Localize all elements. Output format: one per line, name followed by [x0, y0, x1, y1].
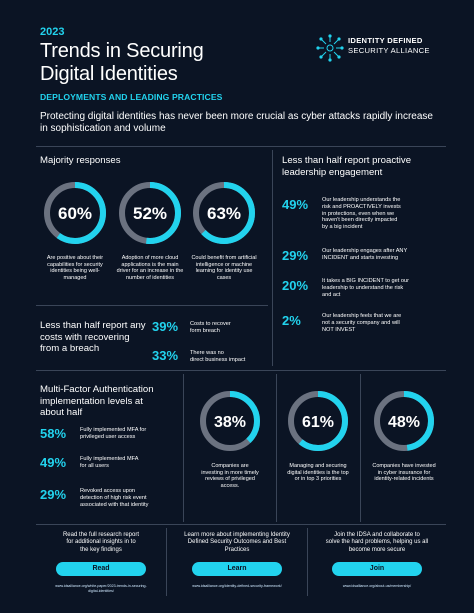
stat-number: 2%	[282, 313, 301, 328]
stat-number: 49%	[40, 455, 67, 470]
stat-text: Our leadership engages after ANY INCIDENT…	[322, 248, 408, 261]
divider	[36, 524, 446, 525]
proactive-heading: Less than half report proactive leadersh…	[282, 155, 412, 178]
report-year: 2023	[40, 26, 65, 38]
stat-text: Costs to recover form breach	[190, 321, 231, 334]
cta-text: Learn more about implementing Identity De…	[184, 532, 290, 553]
cta-url: www.idsalliance.org/about-us/membership/	[342, 584, 412, 588]
logo-line-2: SECURITY ALLIANCE	[348, 46, 430, 55]
recovering-heading: Less than half report any costs with rec…	[40, 320, 146, 354]
ring-percent: 52%	[133, 204, 167, 223]
stat-number: 29%	[40, 487, 67, 502]
ring-fill	[288, 391, 348, 451]
ring-description: Managing and securing digital identities …	[287, 463, 349, 483]
idsa-logo: IDENTITY DEFINED SECURITY ALLIANCE	[316, 34, 446, 66]
cta-text: Join the IDSA and collaborate to solve th…	[325, 532, 429, 553]
page-title: Trends in Securing Digital Identities	[40, 40, 204, 85]
mfa-heading: Multi-Factor Authentication implementati…	[40, 384, 154, 418]
ring-fill	[374, 391, 434, 451]
stat-number: 58%	[40, 426, 67, 441]
ring-description: Companies are investing in more timely rev…	[201, 463, 259, 489]
progress-ring: 61%	[288, 391, 348, 451]
stat-number: 39%	[152, 319, 179, 334]
divider	[307, 528, 308, 596]
ring-fill	[119, 182, 181, 244]
read-button[interactable]: Read	[56, 562, 146, 576]
stat-number: 49%	[282, 197, 309, 212]
stat-text: Our leadership understands the risk and P…	[322, 197, 401, 231]
stat-text: Fully implemented MFA for privileged user…	[80, 427, 147, 440]
ring-percent: 38%	[214, 414, 246, 431]
stat-text: Our leadership feels that we are not a se…	[322, 313, 402, 333]
logo-line-1: IDENTITY DEFINED	[348, 36, 423, 45]
majority-heading: Majority responses	[40, 155, 121, 166]
ring-percent: 63%	[207, 204, 241, 223]
ring-description: Adoption of more cloud applications is t…	[116, 255, 184, 281]
progress-ring: 60%	[44, 182, 106, 244]
stat-number: 20%	[282, 278, 309, 293]
ring-fill	[200, 391, 260, 451]
stat-text: It takes a BIG INCIDENT to get our leader…	[322, 278, 409, 298]
divider	[36, 146, 446, 147]
progress-ring: 63%	[193, 182, 255, 244]
ring-description: Companies have invested in cyber insuranc…	[372, 463, 436, 483]
stat-text: Fully implemented MFA for all users	[80, 456, 139, 469]
ring-description: Could benefit from artificial intelligen…	[191, 255, 257, 281]
divider	[276, 374, 277, 522]
divider	[360, 374, 361, 522]
ring-description: Are positive about their capabilities fo…	[46, 255, 104, 281]
network-logo-icon	[316, 34, 344, 62]
ring-fill	[193, 182, 255, 244]
progress-ring: 52%	[119, 182, 181, 244]
page-subtitle: DEPLOYMENTS AND LEADING PRACTICES	[40, 92, 223, 102]
ring-percent: 61%	[302, 414, 334, 431]
cta-text: Read the full research report for additio…	[62, 532, 140, 553]
divider	[36, 370, 446, 371]
stat-text: There was no direct business impact	[190, 350, 246, 363]
divider	[272, 150, 273, 366]
stat-number: 29%	[282, 248, 309, 263]
progress-ring: 38%	[200, 391, 260, 451]
cta-url: www.idsalliance.org/white-paper/2023-tre…	[55, 584, 147, 593]
join-button[interactable]: Join	[332, 562, 422, 576]
cta-url: www.idsalliance.org/identity-defined-sec…	[192, 584, 282, 588]
stat-text: Revoked access upon detection of high ris…	[80, 488, 149, 508]
recovering-stat: 33%	[152, 347, 178, 365]
progress-ring: 48%	[374, 391, 434, 451]
ring-percent: 60%	[58, 204, 92, 223]
stat-number: 33%	[152, 348, 179, 363]
divider	[166, 528, 167, 596]
intro-text: Protecting digital identities has never …	[40, 111, 433, 134]
recovering-stat: 39%	[152, 318, 178, 336]
learn-button[interactable]: Learn	[192, 562, 282, 576]
ring-percent: 48%	[388, 414, 420, 431]
divider	[36, 305, 268, 306]
divider	[183, 374, 184, 522]
ring-fill	[44, 182, 106, 244]
